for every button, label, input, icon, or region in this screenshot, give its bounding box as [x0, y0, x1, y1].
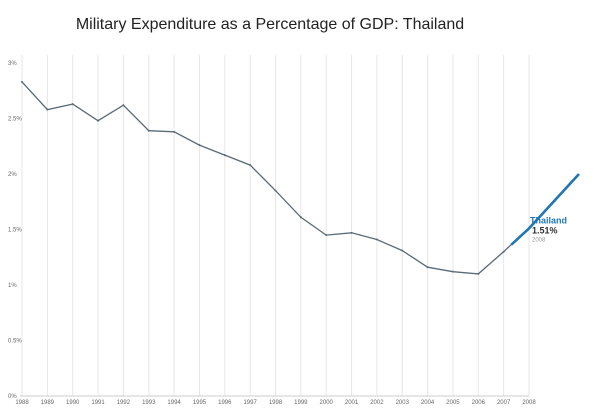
data-point	[21, 80, 23, 83]
x-tick-label: 1994	[167, 400, 181, 406]
series-extension-highlight	[510, 173, 580, 246]
x-tick-label: 1996	[218, 400, 232, 406]
x-tick-label: 2006	[472, 400, 486, 406]
data-point	[46, 108, 49, 111]
data-point	[249, 164, 252, 167]
series-layer	[21, 80, 580, 275]
x-tick-label: 1997	[243, 400, 257, 406]
data-point	[375, 238, 378, 241]
x-tick-label: 1989	[41, 400, 55, 406]
y-tick-label: 1%	[8, 283, 17, 289]
x-tick-label: 2008	[522, 400, 536, 406]
y-tick-label: 2%	[8, 172, 17, 178]
data-point	[426, 266, 429, 269]
x-tick-label: 1992	[117, 400, 131, 406]
x-tick-label: 1990	[66, 400, 80, 406]
x-tick-label: 2000	[320, 400, 334, 406]
data-point	[325, 234, 328, 237]
y-tick-label: 0.5%	[8, 339, 22, 345]
data-point	[223, 154, 226, 157]
chart-title: Military Expenditure as a Percentage of …	[75, 16, 465, 33]
x-tick-label: 2004	[421, 400, 435, 406]
x-tick-label: 1995	[193, 400, 207, 406]
x-tick-label: 2007	[497, 400, 511, 406]
end-label-name: Thailand	[530, 215, 567, 225]
data-point	[71, 103, 74, 106]
x-tick-label: 1993	[142, 400, 156, 406]
data-point	[401, 249, 404, 252]
data-point	[97, 119, 100, 122]
data-point	[350, 231, 353, 234]
end-label-year: 2008	[532, 237, 546, 243]
data-point	[198, 144, 201, 147]
y-tick-label: 3%	[8, 61, 17, 67]
data-point	[451, 270, 454, 273]
x-tick-label: 1988	[15, 400, 29, 406]
data-point	[274, 189, 277, 192]
x-tick-label: 2005	[446, 400, 460, 406]
x-tick-label: 1999	[294, 400, 308, 406]
x-tick-label: 1998	[269, 400, 283, 406]
y-tick-label: 2.5%	[8, 117, 22, 123]
end-label-value: 1.51%	[532, 225, 558, 235]
data-point	[173, 130, 176, 133]
data-point	[147, 129, 150, 132]
data-point	[299, 216, 302, 219]
x-tick-label: 2003	[396, 400, 410, 406]
y-tick-label: 1.5%	[8, 228, 22, 234]
x-tick-label: 2002	[370, 400, 384, 406]
x-tick-label: 2001	[345, 400, 359, 406]
data-point	[477, 272, 480, 275]
data-point	[122, 104, 125, 107]
axis-layer: 1988 1989 1990 1991 1992 1993 1994 1995 1996 1997…	[8, 61, 536, 406]
y-tick-label: 0%	[8, 394, 17, 400]
grid-layer	[21, 55, 530, 396]
x-tick-label: 1991	[91, 400, 105, 406]
data-point	[502, 250, 505, 253]
